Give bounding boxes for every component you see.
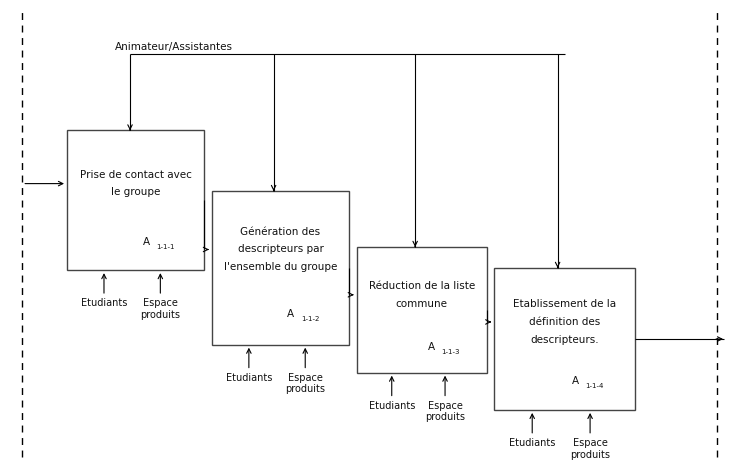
Bar <box>67 130 204 270</box>
Bar <box>212 191 349 345</box>
Text: Etudiants: Etudiants <box>369 401 415 411</box>
Text: Etudiants: Etudiants <box>226 373 272 383</box>
Bar <box>494 268 635 410</box>
Text: Espace
produits: Espace produits <box>570 438 610 459</box>
Text: 1-1-3: 1-1-3 <box>441 349 460 355</box>
Text: Espace
produits: Espace produits <box>140 298 181 320</box>
Text: A: A <box>572 377 579 386</box>
Text: 1-1-1: 1-1-1 <box>156 244 175 250</box>
Text: Réduction de la liste: Réduction de la liste <box>369 281 475 291</box>
Bar <box>357 247 487 373</box>
Text: descripteurs par: descripteurs par <box>238 245 323 254</box>
Text: Etudiants: Etudiants <box>509 438 556 448</box>
Text: Animateur/Assistantes: Animateur/Assistantes <box>115 41 233 52</box>
Text: définition des: définition des <box>529 317 600 327</box>
Text: A: A <box>143 237 149 247</box>
Text: Génération des: Génération des <box>241 227 320 237</box>
Text: Prise de contact avec: Prise de contact avec <box>80 170 192 180</box>
Text: Etablissement de la: Etablissement de la <box>513 299 616 309</box>
Text: Espace
produits: Espace produits <box>285 373 325 394</box>
Text: Espace
produits: Espace produits <box>425 401 465 422</box>
Text: 1-1-4: 1-1-4 <box>585 383 603 389</box>
Text: commune: commune <box>396 299 447 308</box>
Text: descripteurs.: descripteurs. <box>531 335 599 345</box>
Text: A: A <box>428 342 435 352</box>
Text: 1-1-2: 1-1-2 <box>301 316 319 322</box>
Text: A: A <box>288 309 294 319</box>
Text: Etudiants: Etudiants <box>81 298 127 308</box>
Text: le groupe: le groupe <box>111 187 160 198</box>
Text: l'ensemble du groupe: l'ensemble du groupe <box>224 262 337 272</box>
